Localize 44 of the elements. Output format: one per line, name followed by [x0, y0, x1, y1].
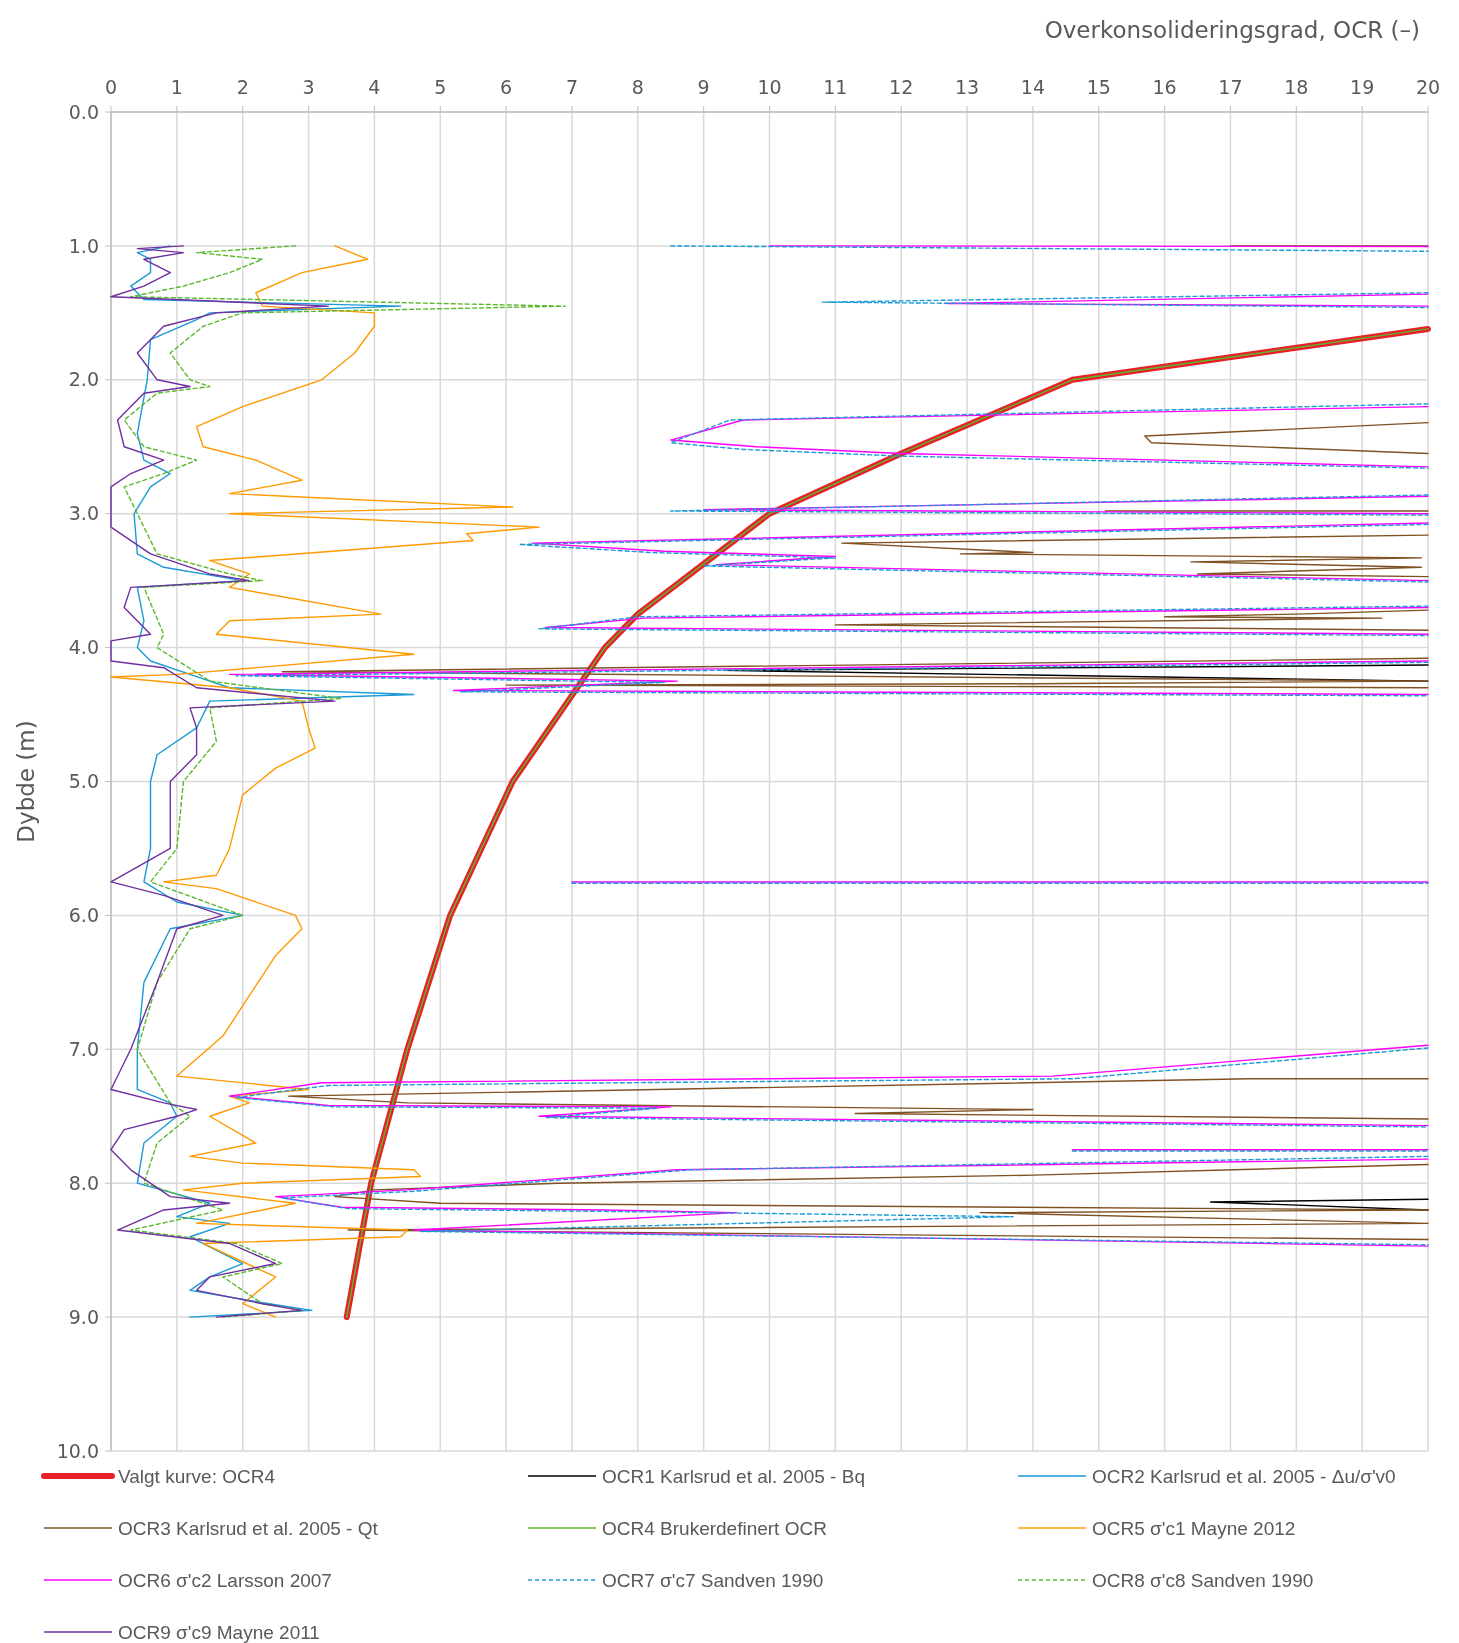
legend-label: OCR9 σ'c9 Mayne 2011 — [118, 1621, 320, 1643]
x-tick-label: 13 — [954, 76, 980, 98]
legend-label: Valgt kurve: OCR4 — [118, 1465, 276, 1487]
legend-label: OCR4 Brukerdefinert OCR — [602, 1517, 827, 1539]
x-tick-label: 5 — [434, 76, 447, 98]
legend-label: OCR5 σ'c1 Mayne 2012 — [1092, 1517, 1296, 1539]
x-tick-label: 3 — [302, 76, 315, 98]
legend-label: OCR1 Karlsrud et al. 2005 - Bq — [602, 1465, 865, 1487]
x-tick-label: 14 — [1020, 76, 1045, 98]
legend-label: OCR3 Karlsrud et al. 2005 - Qt — [118, 1517, 379, 1539]
x-tick-label: 12 — [889, 76, 914, 98]
legend-label: OCR7 σ'c7 Sandven 1990 — [602, 1569, 824, 1591]
x-axis-title: Overkonsolideringsgrad, OCR (–) — [1044, 17, 1420, 43]
y-axis-title: Dybde (m) — [13, 720, 39, 843]
y-tick-label: 10.0 — [56, 1439, 99, 1462]
legend-label: OCR8 σ'c8 Sandven 1990 — [1092, 1569, 1314, 1591]
y-tick-label: 2.0 — [68, 368, 99, 391]
x-tick-label: 7 — [565, 76, 578, 98]
x-tick-label: 19 — [1350, 76, 1375, 98]
x-tick-label: 10 — [757, 76, 782, 98]
x-tick-label: 18 — [1284, 76, 1309, 98]
y-tick-label: 5.0 — [68, 770, 99, 793]
y-tick-label: 7.0 — [68, 1037, 99, 1060]
x-tick-label: 16 — [1152, 76, 1177, 98]
y-tick-label: 1.0 — [68, 234, 99, 257]
y-tick-label: 3.0 — [68, 502, 99, 525]
y-tick-label: 4.0 — [68, 636, 99, 659]
x-tick-label: 15 — [1086, 76, 1111, 98]
y-tick-label: 6.0 — [68, 904, 99, 927]
x-tick-label: 0 — [104, 76, 118, 98]
x-tick-label: 17 — [1218, 76, 1243, 98]
x-tick-label: 20 — [1415, 76, 1441, 98]
y-tick-label: 9.0 — [68, 1305, 99, 1328]
y-tick-label: 8.0 — [68, 1171, 99, 1194]
legend-label: OCR2 Karlsrud et al. 2005 - Δu/σ'v0 — [1092, 1465, 1396, 1487]
x-tick-label: 4 — [368, 76, 381, 98]
x-tick-label: 9 — [697, 76, 710, 98]
x-tick-label: 1 — [170, 76, 183, 98]
y-tick-label: 0.0 — [68, 100, 99, 123]
x-tick-label: 6 — [500, 76, 513, 98]
x-tick-label: 2 — [236, 76, 249, 98]
x-tick-label: 11 — [823, 76, 848, 98]
legend-label: OCR6 σ'c2 Larsson 2007 — [118, 1569, 332, 1591]
x-tick-label: 8 — [631, 76, 644, 98]
